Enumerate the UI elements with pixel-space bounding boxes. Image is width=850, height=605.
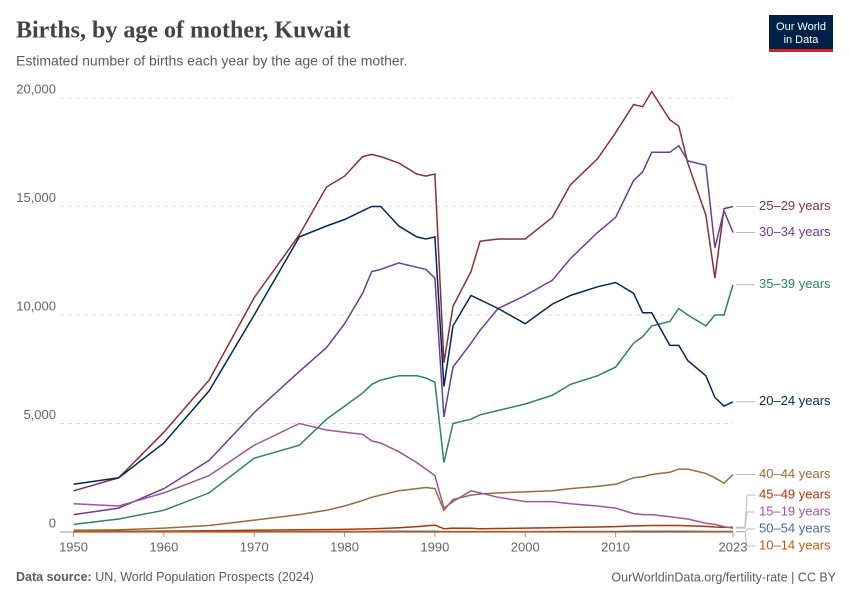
- series-label: 30–34 years: [759, 224, 831, 239]
- logo-bar: [769, 49, 833, 52]
- series-label: 25–29 years: [759, 198, 831, 213]
- label-connector: [736, 531, 755, 547]
- x-tick-label: 2023: [719, 539, 748, 554]
- label-connector: [736, 494, 755, 528]
- y-tick-label: 15,000: [16, 190, 56, 205]
- series-line: [73, 422, 734, 529]
- y-tick-label: 10,000: [16, 298, 56, 313]
- y-tick-label: 5,000: [23, 407, 56, 422]
- y-tick-label: 20,000: [16, 81, 56, 96]
- series-label: 35–39 years: [759, 276, 831, 291]
- series-label: 15–19 years: [759, 503, 831, 518]
- x-tick-label: 1990: [420, 539, 449, 554]
- series-line: [73, 144, 734, 516]
- x-tick-label: 1980: [330, 539, 359, 554]
- logo-text: Our World: [776, 21, 826, 33]
- source: Data source: UN, World Population Prospe…: [16, 570, 314, 584]
- y-tick-label: 0: [49, 515, 56, 530]
- label-connector: [736, 511, 755, 529]
- series-line: [73, 205, 734, 486]
- series-label: 10–14 years: [759, 537, 831, 552]
- source-label: Data source:: [16, 570, 92, 584]
- source-text: UN, World Population Prospects (2024): [95, 570, 314, 584]
- series-label: 45–49 years: [759, 486, 831, 501]
- chart-title: Births, by age of mother, Kuwait: [16, 18, 350, 44]
- series-line: [73, 90, 734, 492]
- series-line: [73, 284, 734, 526]
- x-tick-label: 1970: [240, 539, 269, 554]
- series-line: [73, 524, 734, 533]
- chart-subtitle: Estimated number of births each year by …: [16, 53, 407, 69]
- logo-box: [769, 15, 833, 51]
- x-tick-label: 1950: [59, 539, 88, 554]
- logo-text: in Data: [784, 34, 820, 46]
- logo: Our World in Data: [769, 15, 833, 52]
- series-label: 50–54 years: [759, 520, 831, 535]
- x-tick-label: 1960: [149, 539, 178, 554]
- series-label: 20–24 years: [759, 393, 831, 408]
- x-tick-label: 2000: [511, 539, 540, 554]
- series-line: [73, 468, 734, 532]
- series-label: 40–44 years: [759, 466, 831, 481]
- label-connector: [736, 528, 755, 532]
- x-tick-label: 2010: [601, 539, 630, 554]
- credit: OurWorldinData.org/fertility-rate | CC B…: [611, 570, 836, 584]
